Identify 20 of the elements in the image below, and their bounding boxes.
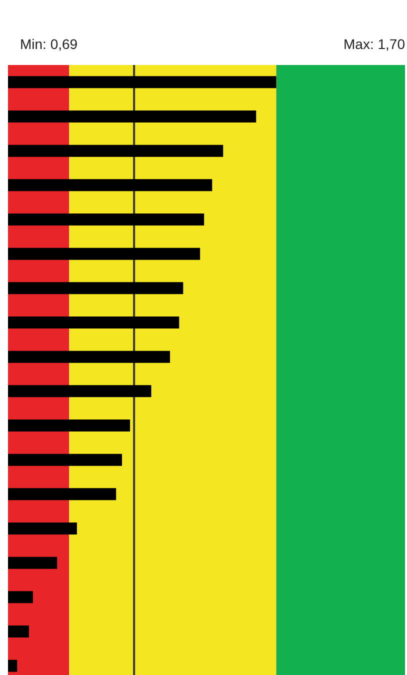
bar [8, 282, 184, 294]
bar [8, 522, 77, 534]
bar [8, 385, 152, 398]
bar [8, 144, 224, 157]
bar [8, 316, 180, 328]
bar [8, 420, 130, 432]
bar [8, 591, 33, 604]
bar [8, 179, 212, 192]
text: Max: 1,70 [344, 36, 406, 52]
bar [8, 248, 200, 260]
bar [8, 488, 116, 500]
bar [8, 76, 276, 88]
text: Min: 0,69 [20, 36, 78, 52]
bar [8, 626, 29, 638]
bar [8, 350, 170, 363]
bar [8, 660, 18, 672]
bar [8, 454, 122, 466]
bar [8, 214, 204, 226]
bar [8, 556, 58, 569]
bar [8, 110, 256, 122]
